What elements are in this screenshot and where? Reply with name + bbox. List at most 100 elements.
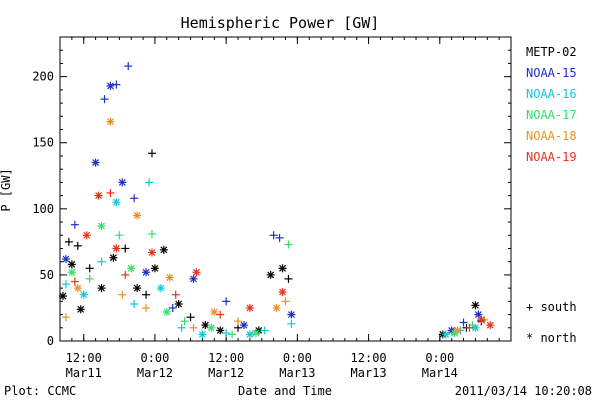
data-point bbox=[239, 321, 248, 330]
legend-entry: NOAA-19 bbox=[526, 150, 577, 164]
data-point bbox=[453, 326, 462, 335]
y-tick-label: 50 bbox=[40, 268, 54, 282]
data-point bbox=[269, 231, 278, 240]
x-tick-time: 12:00 bbox=[66, 351, 102, 365]
data-point bbox=[207, 323, 216, 332]
data-point bbox=[106, 188, 115, 197]
data-point bbox=[133, 284, 142, 293]
data-point bbox=[133, 211, 142, 220]
marker-legend-entry: * north bbox=[526, 331, 577, 345]
data-point bbox=[281, 297, 290, 306]
data-point bbox=[216, 310, 225, 319]
data-point bbox=[121, 244, 130, 253]
data-point bbox=[287, 310, 296, 319]
data-point bbox=[471, 323, 480, 332]
y-axis-label: P [GW] bbox=[0, 168, 13, 211]
data-point bbox=[198, 330, 207, 339]
data-point bbox=[130, 299, 139, 308]
data-point bbox=[222, 297, 231, 306]
x-tick-date: Mar14 bbox=[422, 366, 458, 380]
y-tick-label: 0 bbox=[47, 334, 54, 348]
x-tick-time: 12:00 bbox=[351, 351, 387, 365]
data-point bbox=[112, 244, 121, 253]
data-point bbox=[106, 117, 115, 126]
data-point bbox=[228, 330, 237, 339]
x-tick-date: Mar12 bbox=[137, 366, 173, 380]
plot-frame bbox=[59, 36, 512, 342]
data-point bbox=[127, 264, 136, 273]
marker-legend: + south * north bbox=[526, 300, 577, 345]
x-axis-label: Date and Time bbox=[238, 384, 332, 398]
data-point bbox=[100, 95, 109, 104]
data-point bbox=[64, 237, 73, 246]
legend-entry: NOAA-15 bbox=[526, 66, 577, 80]
data-point bbox=[471, 301, 480, 310]
x-tick-date: Mar13 bbox=[279, 366, 315, 380]
data-point bbox=[112, 198, 121, 207]
data-point bbox=[94, 191, 103, 200]
data-point bbox=[260, 326, 269, 335]
data-point bbox=[165, 273, 174, 282]
data-point bbox=[109, 253, 118, 262]
data-point bbox=[459, 318, 468, 327]
chart-title: Hemispheric Power [GW] bbox=[181, 14, 380, 32]
data-point bbox=[124, 62, 133, 71]
plot-timestamp: 2011/03/14 10:20:08 bbox=[455, 384, 592, 398]
data-point bbox=[67, 260, 76, 269]
data-point bbox=[192, 268, 201, 277]
data-point bbox=[142, 290, 151, 299]
data-point bbox=[222, 329, 231, 338]
data-point bbox=[266, 270, 275, 279]
y-axis: 0 50 100 150 200 bbox=[32, 49, 511, 348]
data-point bbox=[168, 303, 177, 312]
plot-credit: Plot: CCMC bbox=[4, 384, 76, 398]
data-point bbox=[441, 330, 450, 339]
data-point bbox=[73, 241, 82, 250]
data-point bbox=[245, 330, 254, 339]
data-point bbox=[486, 321, 495, 330]
data-point bbox=[70, 277, 79, 286]
data-point bbox=[142, 303, 151, 312]
data-point bbox=[156, 284, 165, 293]
data-point bbox=[82, 231, 91, 240]
x-axis: 12:00Mar110:00Mar1212:00Mar120:00Mar1312… bbox=[59, 37, 512, 380]
data-point bbox=[150, 264, 159, 273]
marker-legend-entry: + south bbox=[526, 300, 577, 314]
data-point bbox=[61, 313, 70, 322]
x-tick-date: Mar11 bbox=[66, 366, 102, 380]
data-point bbox=[147, 149, 156, 158]
data-point bbox=[70, 220, 79, 229]
data-point bbox=[79, 290, 88, 299]
data-point bbox=[85, 264, 94, 273]
data-point bbox=[162, 307, 171, 316]
data-point bbox=[118, 290, 127, 299]
data-point bbox=[251, 329, 260, 338]
data-point bbox=[177, 323, 186, 332]
legend-entry: NOAA-18 bbox=[526, 129, 577, 143]
legend-entry: METP-02 bbox=[526, 45, 577, 59]
data-point bbox=[234, 317, 243, 326]
data-point bbox=[61, 280, 70, 289]
x-tick-time: 0:00 bbox=[283, 351, 312, 365]
data-point bbox=[67, 268, 76, 277]
data-point bbox=[174, 299, 183, 308]
data-point bbox=[465, 323, 474, 332]
data-point bbox=[180, 317, 189, 326]
x-tick-date: Mar13 bbox=[351, 366, 387, 380]
data-point bbox=[118, 178, 127, 187]
data-point bbox=[278, 264, 287, 273]
data-point bbox=[58, 292, 67, 301]
data-point bbox=[106, 81, 115, 90]
legend: METP-02 NOAA-15 NOAA-16 NOAA-17 NOAA-18 NOAA-… bbox=[526, 45, 577, 164]
data-point bbox=[272, 303, 281, 312]
x-tick-time: 0:00 bbox=[140, 351, 169, 365]
data-point bbox=[85, 274, 94, 283]
data-point bbox=[97, 284, 106, 293]
data-point bbox=[278, 288, 287, 297]
y-tick-label: 200 bbox=[32, 70, 54, 84]
x-tick-time: 12:00 bbox=[208, 351, 244, 365]
data-point bbox=[284, 240, 293, 249]
data-point bbox=[97, 222, 106, 231]
data-point bbox=[145, 178, 154, 187]
